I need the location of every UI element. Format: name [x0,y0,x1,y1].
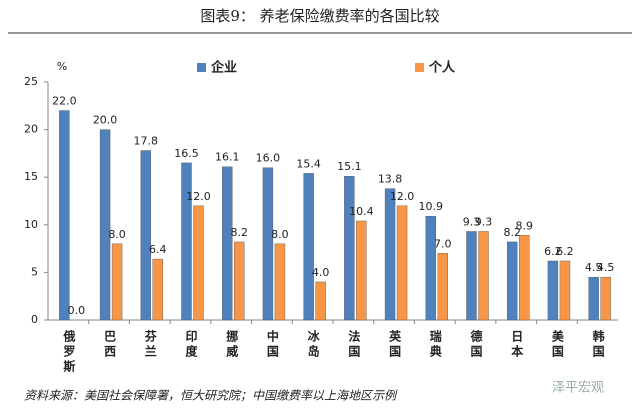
legend-label: 企业 [210,60,237,76]
x-tick-label: 芬兰 [143,329,157,360]
bar [193,205,204,321]
value-label: 13.8 [378,173,403,186]
legend-label: 个人 [428,60,456,76]
bar [99,129,111,321]
bar [274,243,286,321]
value-label: 12.0 [390,190,415,203]
value-label: 12.0 [186,190,211,203]
value-label: 0.0 [68,304,86,317]
value-label: 9.3 [475,215,493,228]
bar [181,162,192,321]
legend-swatch [415,63,424,72]
bar [356,220,367,321]
value-label: 6.2 [556,245,574,258]
value-label: 15.1 [337,160,362,173]
bar [588,276,599,321]
value-label: 10.9 [419,200,444,213]
bar [396,205,408,321]
y-tick-label: 5 [31,265,38,278]
bar [478,231,489,321]
bar [303,173,314,321]
bar [466,231,477,321]
bar [507,241,518,321]
x-tick-label: 瑞典 [428,329,442,360]
value-label: 4.5 [585,261,603,274]
value-label: 10.4 [349,205,374,218]
x-tick-label: 美国 [550,329,564,360]
bar [234,241,245,321]
value-label: 6.4 [149,243,167,256]
value-label: 6.2 [544,245,562,258]
bar [437,253,448,321]
y-tick-label: 20 [24,123,38,136]
bar [59,110,70,321]
bar [111,243,123,321]
bar [600,276,611,321]
x-tick-label: 英国 [388,329,402,360]
value-label: 4.5 [597,261,615,274]
value-label: 9.3 [463,215,481,228]
y-tick-label: 25 [24,75,38,88]
value-label: 7.0 [434,237,452,250]
bar [315,281,326,321]
bar [222,166,233,321]
x-tick-label: 德国 [469,329,483,360]
x-tick-label: 俄罗斯 [62,329,76,375]
source-note: 资料来源：美国社会保障署，恒大研究院；中国缴费率以上海地区示例 [24,389,398,403]
x-tick-label: 印度 [184,330,198,360]
value-label: 16.0 [256,152,281,165]
value-label: 20.0 [93,114,118,127]
watermark: 泽平宏观 [552,381,604,396]
bar [559,260,571,321]
bar [547,260,559,321]
y-axis-unit: % [57,60,67,73]
bar [344,176,355,321]
value-label: 16.5 [174,147,199,160]
bar [384,188,396,321]
x-tick-label: 中国 [265,329,279,360]
bar [152,258,163,321]
bar [519,235,530,321]
value-label: 15.4 [296,157,321,170]
value-label: 17.8 [134,135,159,148]
value-label: 4.0 [312,266,330,279]
value-label: 8.2 [230,226,248,239]
chart-title: 图表9： 养老保险缴费率的各国比较 [200,7,439,25]
value-label: 16.1 [215,151,240,164]
x-tick-label: 韩国 [591,329,605,360]
x-tick-label: 冰岛 [306,329,320,360]
value-label: 8.0 [108,228,126,241]
value-label: 22.0 [52,95,77,108]
x-tick-label: 挪威 [225,329,239,360]
y-tick-label: 0 [31,313,38,326]
bar [425,216,436,321]
x-tick-label: 日本 [510,330,524,360]
bar [262,167,274,321]
value-label: 8.0 [271,228,289,241]
legend-swatch [197,63,206,72]
x-tick-label: 巴西 [103,330,117,360]
y-tick-label: 15 [24,170,38,183]
bar [140,150,151,321]
x-tick-label: 法国 [347,329,361,360]
value-label: 8.2 [503,226,521,239]
y-tick-label: 10 [24,218,38,231]
value-label: 8.9 [515,219,533,232]
